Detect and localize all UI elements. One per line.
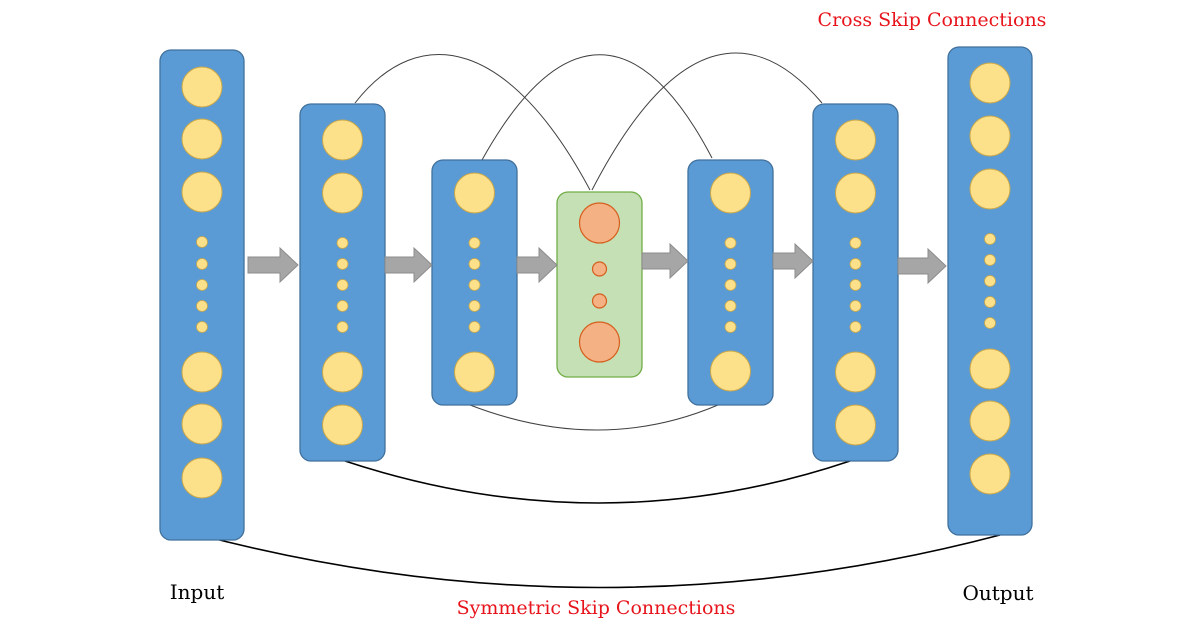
- bottleneck-box: [556, 191, 643, 378]
- neuron-node: [969, 168, 1011, 210]
- neuron-node: [181, 403, 223, 445]
- ellipsis-dot: [724, 279, 737, 291]
- bottleneck-small-node: [591, 293, 608, 309]
- neuron-node: [322, 404, 363, 446]
- ellipsis-dot: [849, 321, 862, 333]
- ellipsis-dot: [984, 275, 996, 287]
- neuron-node: [969, 62, 1011, 104]
- decoder-layer-2: [812, 103, 899, 462]
- encoder-layer-2: [431, 159, 518, 406]
- cross-skip-curve-2: [481, 54, 713, 161]
- symmetric-skip-curve-middle: [344, 460, 851, 504]
- neuron-node: [969, 453, 1011, 495]
- bottleneck-small-node: [591, 261, 608, 277]
- cross-skip-curve-1: [354, 54, 591, 191]
- ellipsis-dot: [849, 279, 862, 291]
- neuron-node: [181, 457, 223, 499]
- ellipsis-dot: [468, 258, 481, 270]
- ellipsis-dot: [984, 254, 996, 266]
- neuron-node: [454, 172, 495, 214]
- ellipsis-dot: [984, 296, 996, 308]
- arrow-right-icon: [772, 242, 814, 280]
- ellipsis-dot: [468, 300, 481, 312]
- ellipsis-dot: [336, 258, 349, 270]
- neuron-node: [835, 172, 876, 214]
- symmetric-skip-curve-inner: [469, 404, 719, 431]
- neuron-node: [181, 118, 223, 160]
- ellipsis-dot: [724, 300, 737, 312]
- neuron-node: [322, 351, 363, 393]
- arrow-right-icon: [247, 246, 299, 284]
- encoder-layer-1: [299, 103, 386, 462]
- arrow-right-icon: [516, 246, 558, 284]
- symmetric-skip-curve-outer: [199, 534, 1001, 589]
- layer-box: [159, 49, 245, 541]
- ellipsis-dot: [724, 321, 737, 333]
- ellipsis-dot: [468, 321, 481, 333]
- layers: [159, 46, 1033, 541]
- ellipsis-dot: [196, 321, 208, 333]
- neuron-node: [322, 172, 363, 214]
- ellipsis-dot: [196, 236, 208, 248]
- neuron-node: [835, 351, 876, 393]
- ellipsis-dot: [336, 300, 349, 312]
- neuron-node: [181, 351, 223, 393]
- neuron-node: [322, 119, 363, 161]
- ellipsis-dot: [849, 258, 862, 270]
- symmetric-skip-connections: [199, 404, 1001, 589]
- ellipsis-dot: [724, 237, 737, 249]
- neuron-node: [710, 172, 751, 214]
- ellipsis-dot: [849, 300, 862, 312]
- bottleneck-layer: [556, 191, 643, 378]
- ellipsis-dot: [724, 258, 737, 270]
- ellipsis-dot: [984, 317, 996, 329]
- ellipsis-dot: [196, 279, 208, 291]
- arrow-right-icon: [641, 242, 689, 280]
- neuron-node: [969, 348, 1011, 390]
- input-layer: [159, 49, 245, 541]
- decoder-layer-1: [687, 159, 774, 406]
- neuron-node: [969, 400, 1011, 442]
- ellipsis-dot: [468, 279, 481, 291]
- neuron-node: [181, 66, 223, 108]
- neuron-node: [181, 171, 223, 213]
- ellipsis-dot: [849, 237, 862, 249]
- neuron-node: [969, 115, 1011, 157]
- ellipsis-dot: [196, 258, 208, 270]
- ellipsis-dot: [336, 279, 349, 291]
- neuron-node: [835, 119, 876, 161]
- ellipsis-dot: [336, 321, 349, 333]
- symmetric-skip-label: Symmetric Skip Connections: [457, 597, 736, 619]
- neuron-node: [454, 351, 495, 393]
- ellipsis-dot: [984, 233, 996, 245]
- arrow-right-icon: [384, 246, 433, 284]
- output-label: Output: [962, 581, 1033, 605]
- input-label: Input: [170, 580, 225, 604]
- bottleneck-node: [578, 321, 621, 363]
- neuron-node: [710, 350, 751, 392]
- ellipsis-dot: [336, 237, 349, 249]
- cross-skip-connections: [354, 52, 823, 191]
- cross-skip-curve-3: [591, 52, 823, 191]
- cross-skip-label: Cross Skip Connections: [818, 9, 1047, 31]
- arrow-right-icon: [897, 247, 947, 285]
- ellipsis-dot: [196, 300, 208, 312]
- bottleneck-node: [578, 202, 621, 244]
- ellipsis-dot: [468, 237, 481, 249]
- layer-box: [947, 46, 1033, 536]
- neuron-node: [835, 404, 876, 446]
- output-layer: [947, 46, 1033, 536]
- flow-arrows: [247, 242, 947, 285]
